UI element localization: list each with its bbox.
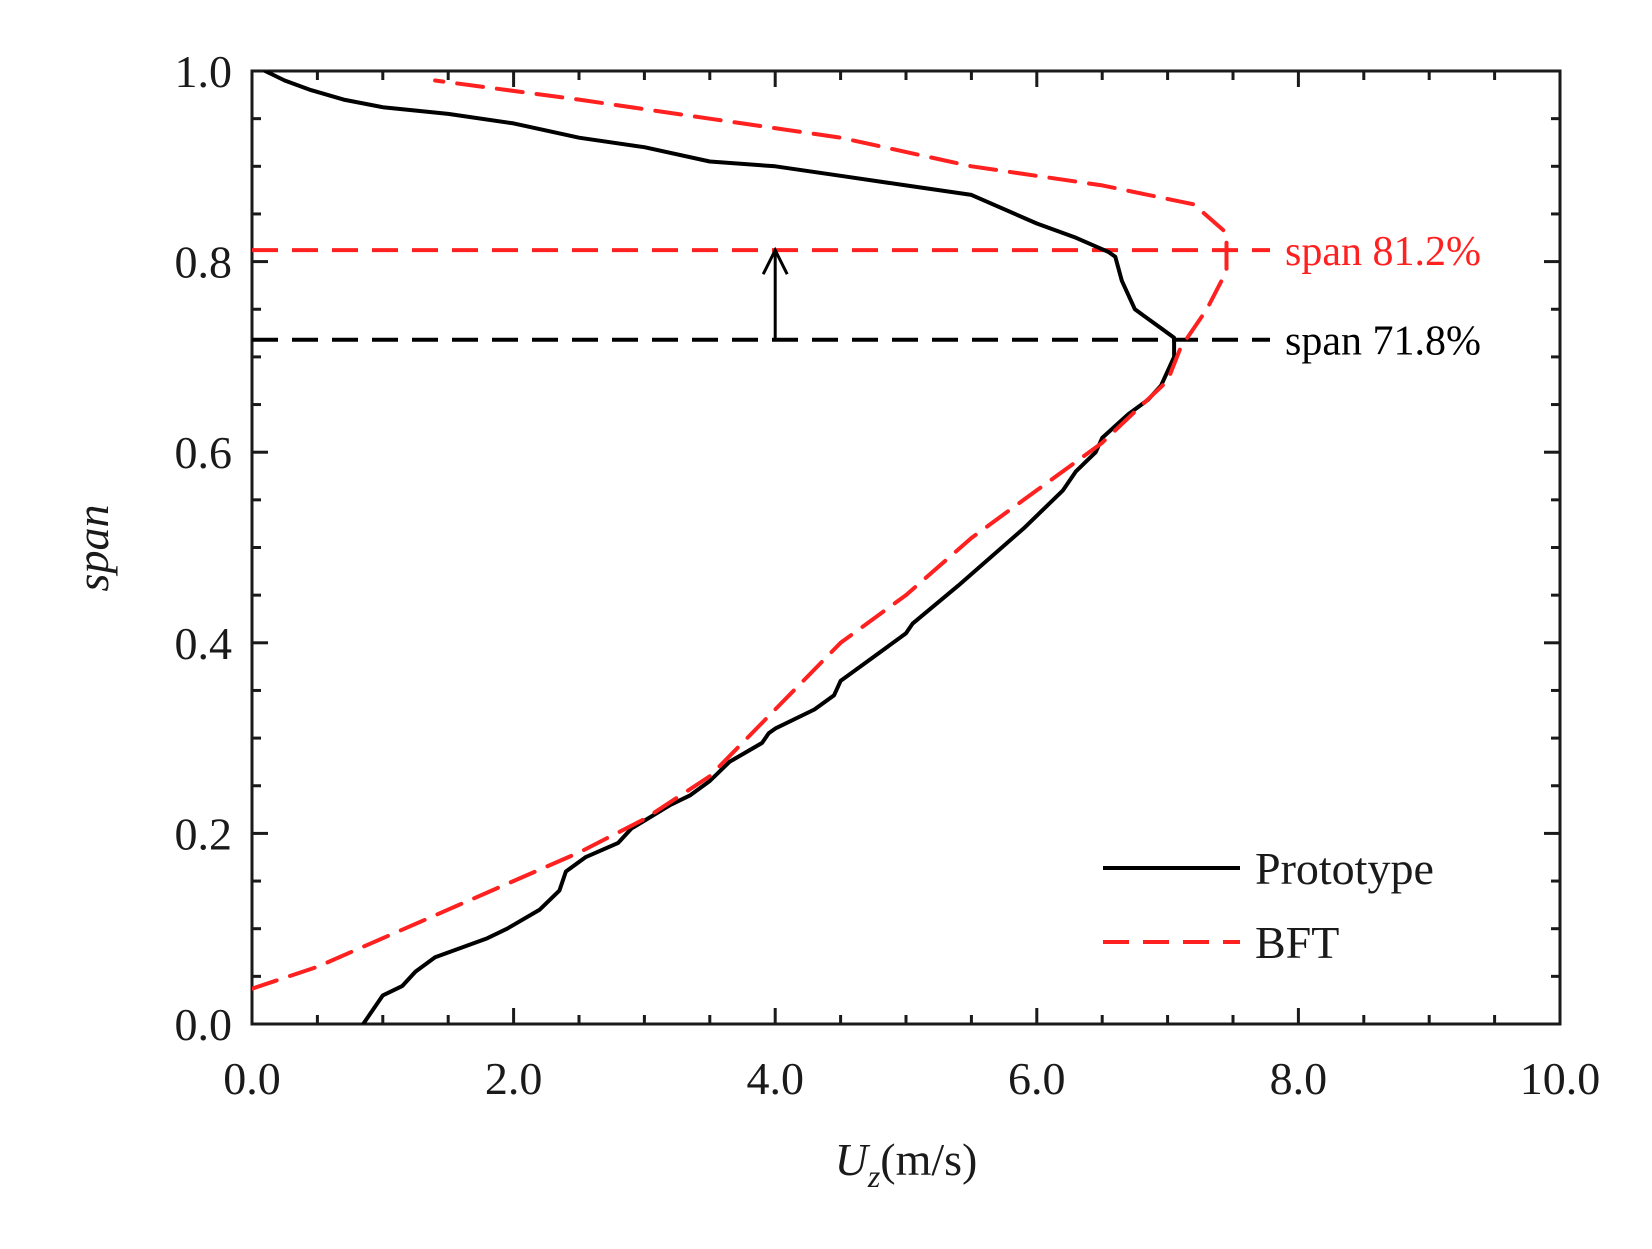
x-axis-title: Uz(m/s) (835, 1134, 978, 1194)
y-tick-label: 0.0 (175, 999, 233, 1050)
x-tick-label: 2.0 (485, 1053, 543, 1104)
legend-label-prototype: Prototype (1255, 843, 1434, 894)
x-axis-title-unit: (m/s) (880, 1134, 977, 1185)
x-axis-title-symbol: U (835, 1134, 871, 1185)
x-tick-label: 8.0 (1270, 1053, 1328, 1104)
x-tick-label: 0.0 (223, 1053, 281, 1104)
reference-line-label: span 71.8% (1285, 319, 1481, 365)
legend-label-bft: BFT (1255, 917, 1339, 968)
x-tick-label: 6.0 (1008, 1053, 1066, 1104)
y-tick-label: 0.8 (175, 237, 233, 288)
span-shift-arrow (761, 246, 789, 340)
y-axis-title: span (67, 505, 118, 592)
ticks-layer (250, 69, 1562, 1026)
series-layer (252, 71, 1229, 1024)
series-line-prototype (263, 71, 1177, 1024)
labels-layer: 0.0 2.0 4.0 6.0 8.0 10.0 0.0 0.2 0.4 0.6 0.8 1.0 spa… (175, 46, 1601, 1104)
arrow-head (761, 246, 789, 275)
series-line-bft (252, 78, 1229, 991)
x-tick-label: 10.0 (1520, 1053, 1601, 1104)
y-tick-label: 0.6 (175, 427, 233, 478)
x-axis-title-subscript: z (867, 1158, 881, 1194)
y-tick-label: 0.2 (175, 808, 233, 859)
reference-line-label: span 81.2% (1285, 229, 1481, 275)
y-tick-label: 1.0 (175, 46, 233, 97)
y-tick-label: 0.4 (175, 618, 233, 669)
x-tick-label: 4.0 (746, 1053, 804, 1104)
legend: Prototype BFT (1103, 843, 1434, 968)
